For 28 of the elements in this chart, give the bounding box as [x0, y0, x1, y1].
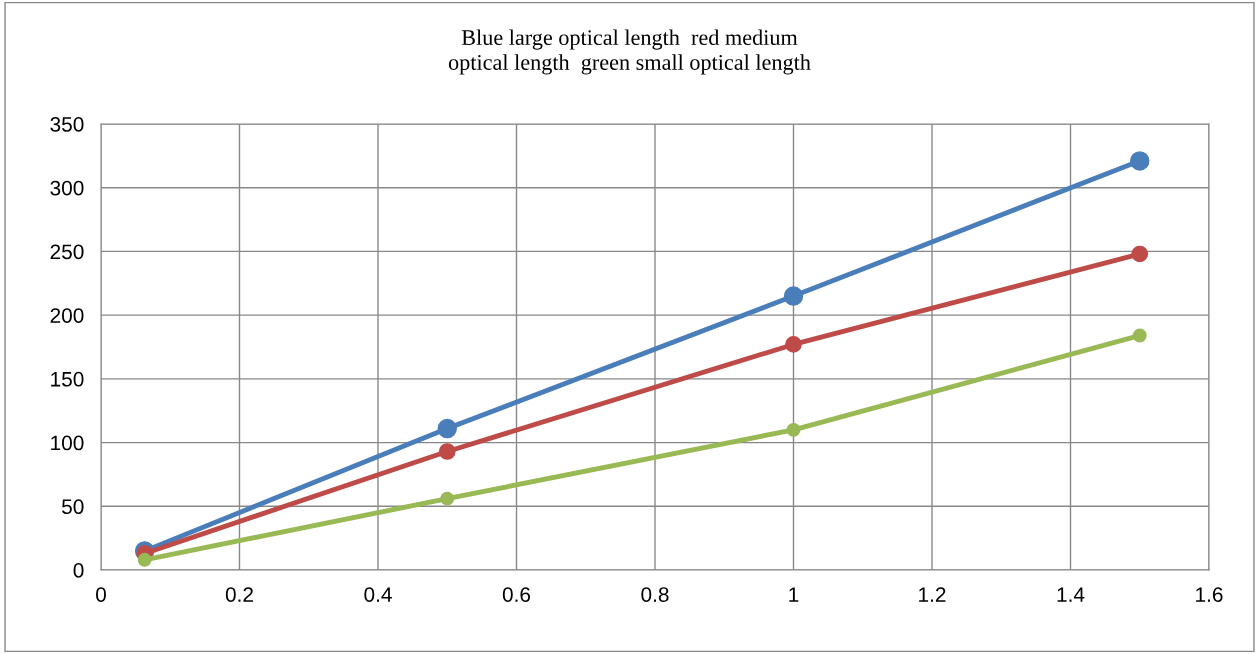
- x-tick-label: 1.4: [1057, 587, 1085, 602]
- point: [440, 491, 455, 506]
- x-tick-label: 1.2: [919, 587, 946, 602]
- y-tick-label: 200: [50, 308, 84, 323]
- x-tick-label: 0.4: [364, 587, 392, 602]
- point: [437, 418, 457, 439]
- y-tick-label: 250: [50, 244, 84, 260]
- point: [438, 443, 456, 460]
- y-tick-label: 100: [51, 435, 84, 451]
- x-tick-label: 0.2: [225, 587, 253, 602]
- point: [1132, 328, 1147, 343]
- y-tick-label: 0: [73, 563, 84, 578]
- y-tick-label: 150: [51, 371, 84, 387]
- y-tick-label: 350: [50, 117, 84, 132]
- y-tick-label: 300: [50, 180, 84, 196]
- y-tick-label: 50: [62, 499, 84, 515]
- point: [783, 286, 804, 306]
- point: [1131, 245, 1149, 263]
- point: [137, 552, 152, 567]
- point: [786, 422, 801, 437]
- chart-title: Blue large optical length red medium optical length green small optical length: [448, 29, 811, 75]
- x-tick-label: 0.8: [641, 587, 669, 602]
- x-tick-label: 1.6: [1196, 587, 1223, 602]
- point: [785, 336, 802, 353]
- x-tick-label: 1: [789, 587, 799, 602]
- x-tick-label: 0: [96, 587, 106, 602]
- x-tick-label: 0.6: [502, 587, 531, 602]
- point: [1130, 151, 1150, 171]
